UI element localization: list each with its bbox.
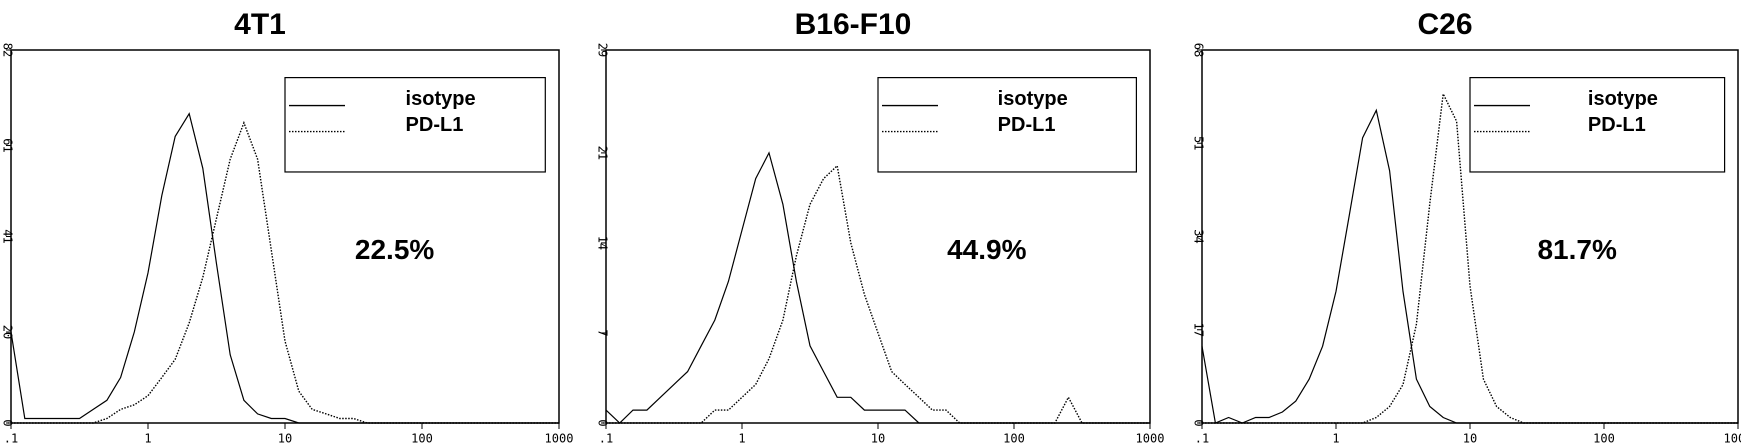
legend-box — [284, 77, 546, 173]
legend-box — [1469, 77, 1726, 173]
y-tick-label: 0 — [1, 419, 15, 426]
chart-title: 4T1 — [234, 8, 286, 41]
y-tick-label: 14 — [596, 236, 610, 250]
x-tick-label: 10 — [278, 432, 292, 446]
x-tick-label: 100 — [1003, 432, 1025, 446]
x-tick-label: 1 — [1332, 432, 1339, 446]
series-line — [11, 120, 559, 424]
y-tick-label: 41 — [1, 229, 15, 243]
x-tick-label: .1 — [599, 432, 613, 446]
legend-label: isotype — [1588, 88, 1658, 110]
x-tick-label: 1000 — [1136, 432, 1165, 446]
annotation: 44.9% — [947, 234, 1026, 265]
legend-label: PD-L1 — [406, 114, 464, 136]
y-tick-label: 21 — [596, 146, 610, 160]
annotation: 81.7% — [1537, 234, 1616, 265]
x-tick-label: 1000 — [545, 432, 574, 446]
y-tick-label: 61 — [1, 138, 15, 152]
x-tick-label: 10 — [1463, 432, 1477, 446]
chart-title: C26 — [1417, 8, 1472, 41]
x-tick-label: 10 — [871, 432, 885, 446]
y-tick-label: 0 — [596, 419, 610, 426]
y-tick-label: 51 — [1192, 136, 1206, 150]
y-tick-label: 68 — [1192, 43, 1206, 57]
chart-title: B16-F10 — [795, 8, 912, 41]
legend-label: PD-L1 — [998, 114, 1056, 136]
series-line — [606, 164, 1150, 424]
annotation: 22.5% — [355, 234, 434, 265]
y-tick-label: 7 — [596, 329, 610, 336]
legend-label: PD-L1 — [1588, 114, 1646, 136]
series-line — [605, 151, 1150, 424]
y-tick-label: 82 — [1, 43, 15, 57]
y-tick-label: 29 — [596, 43, 610, 57]
y-tick-label: 0 — [1192, 419, 1206, 426]
y-tick-label: 34 — [1192, 229, 1206, 243]
legend-box — [877, 77, 1137, 173]
x-tick-label: .1 — [4, 432, 18, 446]
legend-label: isotype — [998, 88, 1068, 110]
x-tick-label: 100 — [411, 432, 433, 446]
x-tick-label: .1 — [1195, 432, 1209, 446]
y-tick-label: 17 — [1192, 323, 1206, 337]
x-tick-label: 100 — [1593, 432, 1615, 446]
series-line — [1201, 108, 1738, 424]
x-tick-label: 1 — [738, 432, 745, 446]
x-tick-label: 1 — [144, 432, 151, 446]
legend-label: isotype — [406, 88, 476, 110]
x-tick-label: 1000 — [1724, 432, 1741, 446]
